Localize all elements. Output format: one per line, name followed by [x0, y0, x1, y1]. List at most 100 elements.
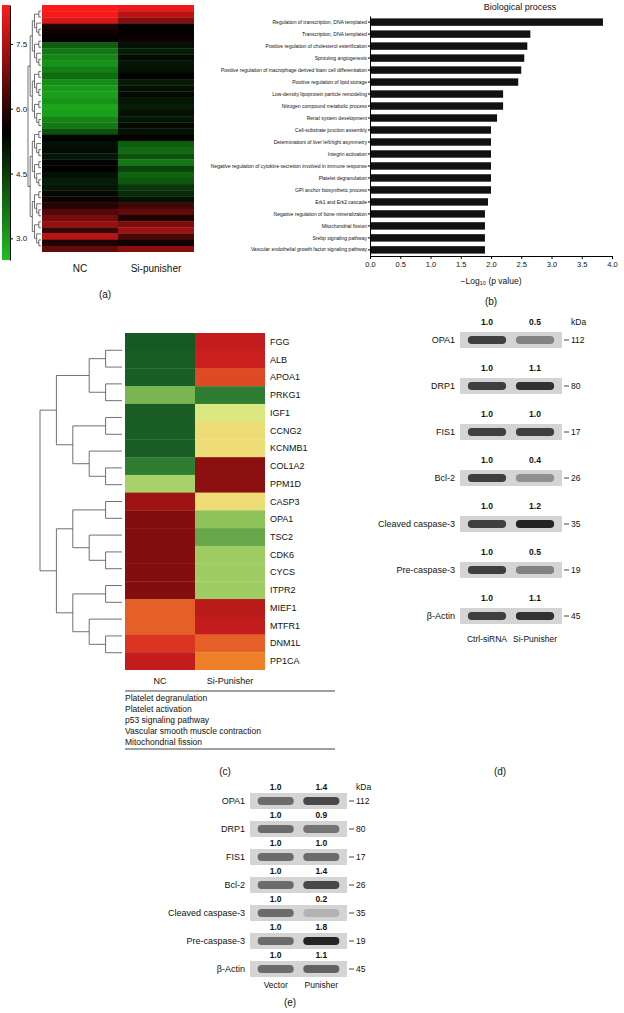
dendrogram-branch	[73, 594, 106, 613]
value-label: 1.0	[529, 409, 541, 419]
heatmap-cell	[125, 510, 195, 528]
heatmap-cell	[42, 172, 118, 178]
blot-strip	[250, 793, 347, 809]
row-label: FGG	[270, 337, 290, 347]
y-tick-label: Regulation of transcription, DNA templat…	[273, 19, 368, 25]
value-label: 1.2	[529, 501, 541, 511]
dendrogram-branch	[106, 350, 122, 358]
heatmap-cell	[125, 635, 195, 653]
heatmap-cell	[195, 564, 265, 582]
value-label: 0.4	[529, 455, 541, 465]
blot-strip	[460, 332, 562, 348]
size-marker	[564, 524, 569, 525]
heatmap-cell	[118, 178, 194, 184]
row-label: APOA1	[270, 372, 300, 382]
heatmap-cell	[118, 79, 194, 85]
bar	[370, 18, 603, 25]
row-label: CCNG2	[270, 426, 302, 436]
size-label: 45	[356, 964, 366, 974]
dendrogram-branch	[39, 32, 41, 35]
blot-strip	[460, 424, 562, 440]
dendrogram-branch	[89, 359, 105, 376]
dendrogram-branch	[39, 122, 41, 125]
dendrogram-branch	[39, 29, 41, 32]
dendrogram-branch	[73, 613, 89, 632]
dendrogram-branch	[39, 44, 41, 47]
value-label: 1.0	[270, 894, 282, 904]
color-bar-axis-line	[10, 6, 11, 261]
x-tick-label: 2.0	[486, 260, 496, 269]
protein-label: Pre-caspase-3	[186, 936, 245, 946]
bar	[370, 246, 485, 253]
blot-band	[258, 965, 294, 973]
heatmap-cell	[42, 42, 118, 48]
blot-strip	[250, 905, 347, 921]
panel-label: (b)	[485, 296, 497, 307]
y-tick-mark	[368, 201, 370, 202]
y-tick-label: Sprouting angiogenesis	[315, 55, 368, 61]
dendrogram-branch	[39, 213, 41, 216]
dendrogram-branch	[106, 552, 122, 560]
size-marker	[564, 386, 569, 387]
heatmap-cell	[42, 178, 118, 184]
bar	[370, 222, 485, 229]
y-tick-mark	[368, 249, 370, 250]
value-label: 1.0	[270, 866, 282, 876]
blot-strip	[250, 933, 347, 949]
size-label: 17	[356, 852, 366, 862]
dendrogram-branch	[39, 41, 41, 44]
chart-title: Biological process	[484, 2, 557, 12]
y-tick-mark	[368, 141, 370, 142]
column-label: Si-punisher	[131, 263, 182, 274]
x-tick: 3.0	[547, 256, 557, 269]
value-label: 1.8	[315, 922, 327, 932]
y-tick: Regulation of transcription, DNA templat…	[273, 19, 371, 25]
blot-band	[516, 428, 554, 436]
protein-label: Cleaved caspase-3	[378, 519, 455, 529]
x-tick-mark	[400, 256, 401, 259]
heatmap-cell	[118, 184, 194, 190]
dendrogram-branch	[106, 426, 122, 434]
bar	[370, 42, 527, 49]
dendrogram-branch	[37, 53, 41, 58]
dendrogram-branch	[39, 104, 41, 107]
heatmap-cell	[42, 159, 118, 165]
dendrogram-branch	[89, 375, 105, 392]
heatmap-cell	[118, 116, 194, 122]
heatmap-cell	[42, 54, 118, 60]
dendrogram-branch	[35, 104, 39, 111]
value-label: 1.0	[481, 547, 493, 557]
dendrogram-branch	[106, 510, 122, 518]
x-tick: 4.0	[607, 256, 617, 269]
dendrogram-branch	[89, 619, 122, 632]
dendrogram	[40, 350, 122, 652]
value-label: 1.0	[270, 950, 282, 960]
size-label: 26	[356, 880, 366, 890]
heatmap-cell	[118, 147, 194, 153]
dendrogram-branch	[56, 375, 89, 410]
dendrogram-branch	[89, 632, 105, 645]
value-label: 1.0	[315, 838, 327, 848]
blot-strip	[460, 562, 562, 578]
blot-band	[516, 566, 554, 574]
heatmap-cell	[195, 546, 265, 564]
heatmap-cell	[118, 215, 194, 221]
y-tick-label: Erk1 and Erk2 cascade	[315, 199, 367, 205]
size-marker	[564, 432, 569, 433]
dendrogram-branch	[106, 502, 122, 510]
heatmap-cell	[42, 184, 118, 190]
heatmap-cell	[118, 24, 194, 30]
size-marker	[564, 570, 569, 571]
bar-panel: Regulation of transcription, DNA templat…	[211, 2, 618, 307]
color-bar	[2, 5, 10, 260]
y-tick: GPI anchor biosynthetic process	[295, 187, 370, 193]
blot-band	[258, 909, 294, 917]
y-tick-mark	[368, 213, 370, 214]
y-tick-mark	[368, 70, 370, 71]
value-label: 1.0	[481, 455, 493, 465]
panel-label: (d)	[494, 766, 506, 777]
blot-band	[468, 474, 506, 482]
value-label: 1.4	[315, 866, 327, 876]
dendrogram-branch	[106, 359, 122, 367]
size-marker	[349, 829, 354, 830]
